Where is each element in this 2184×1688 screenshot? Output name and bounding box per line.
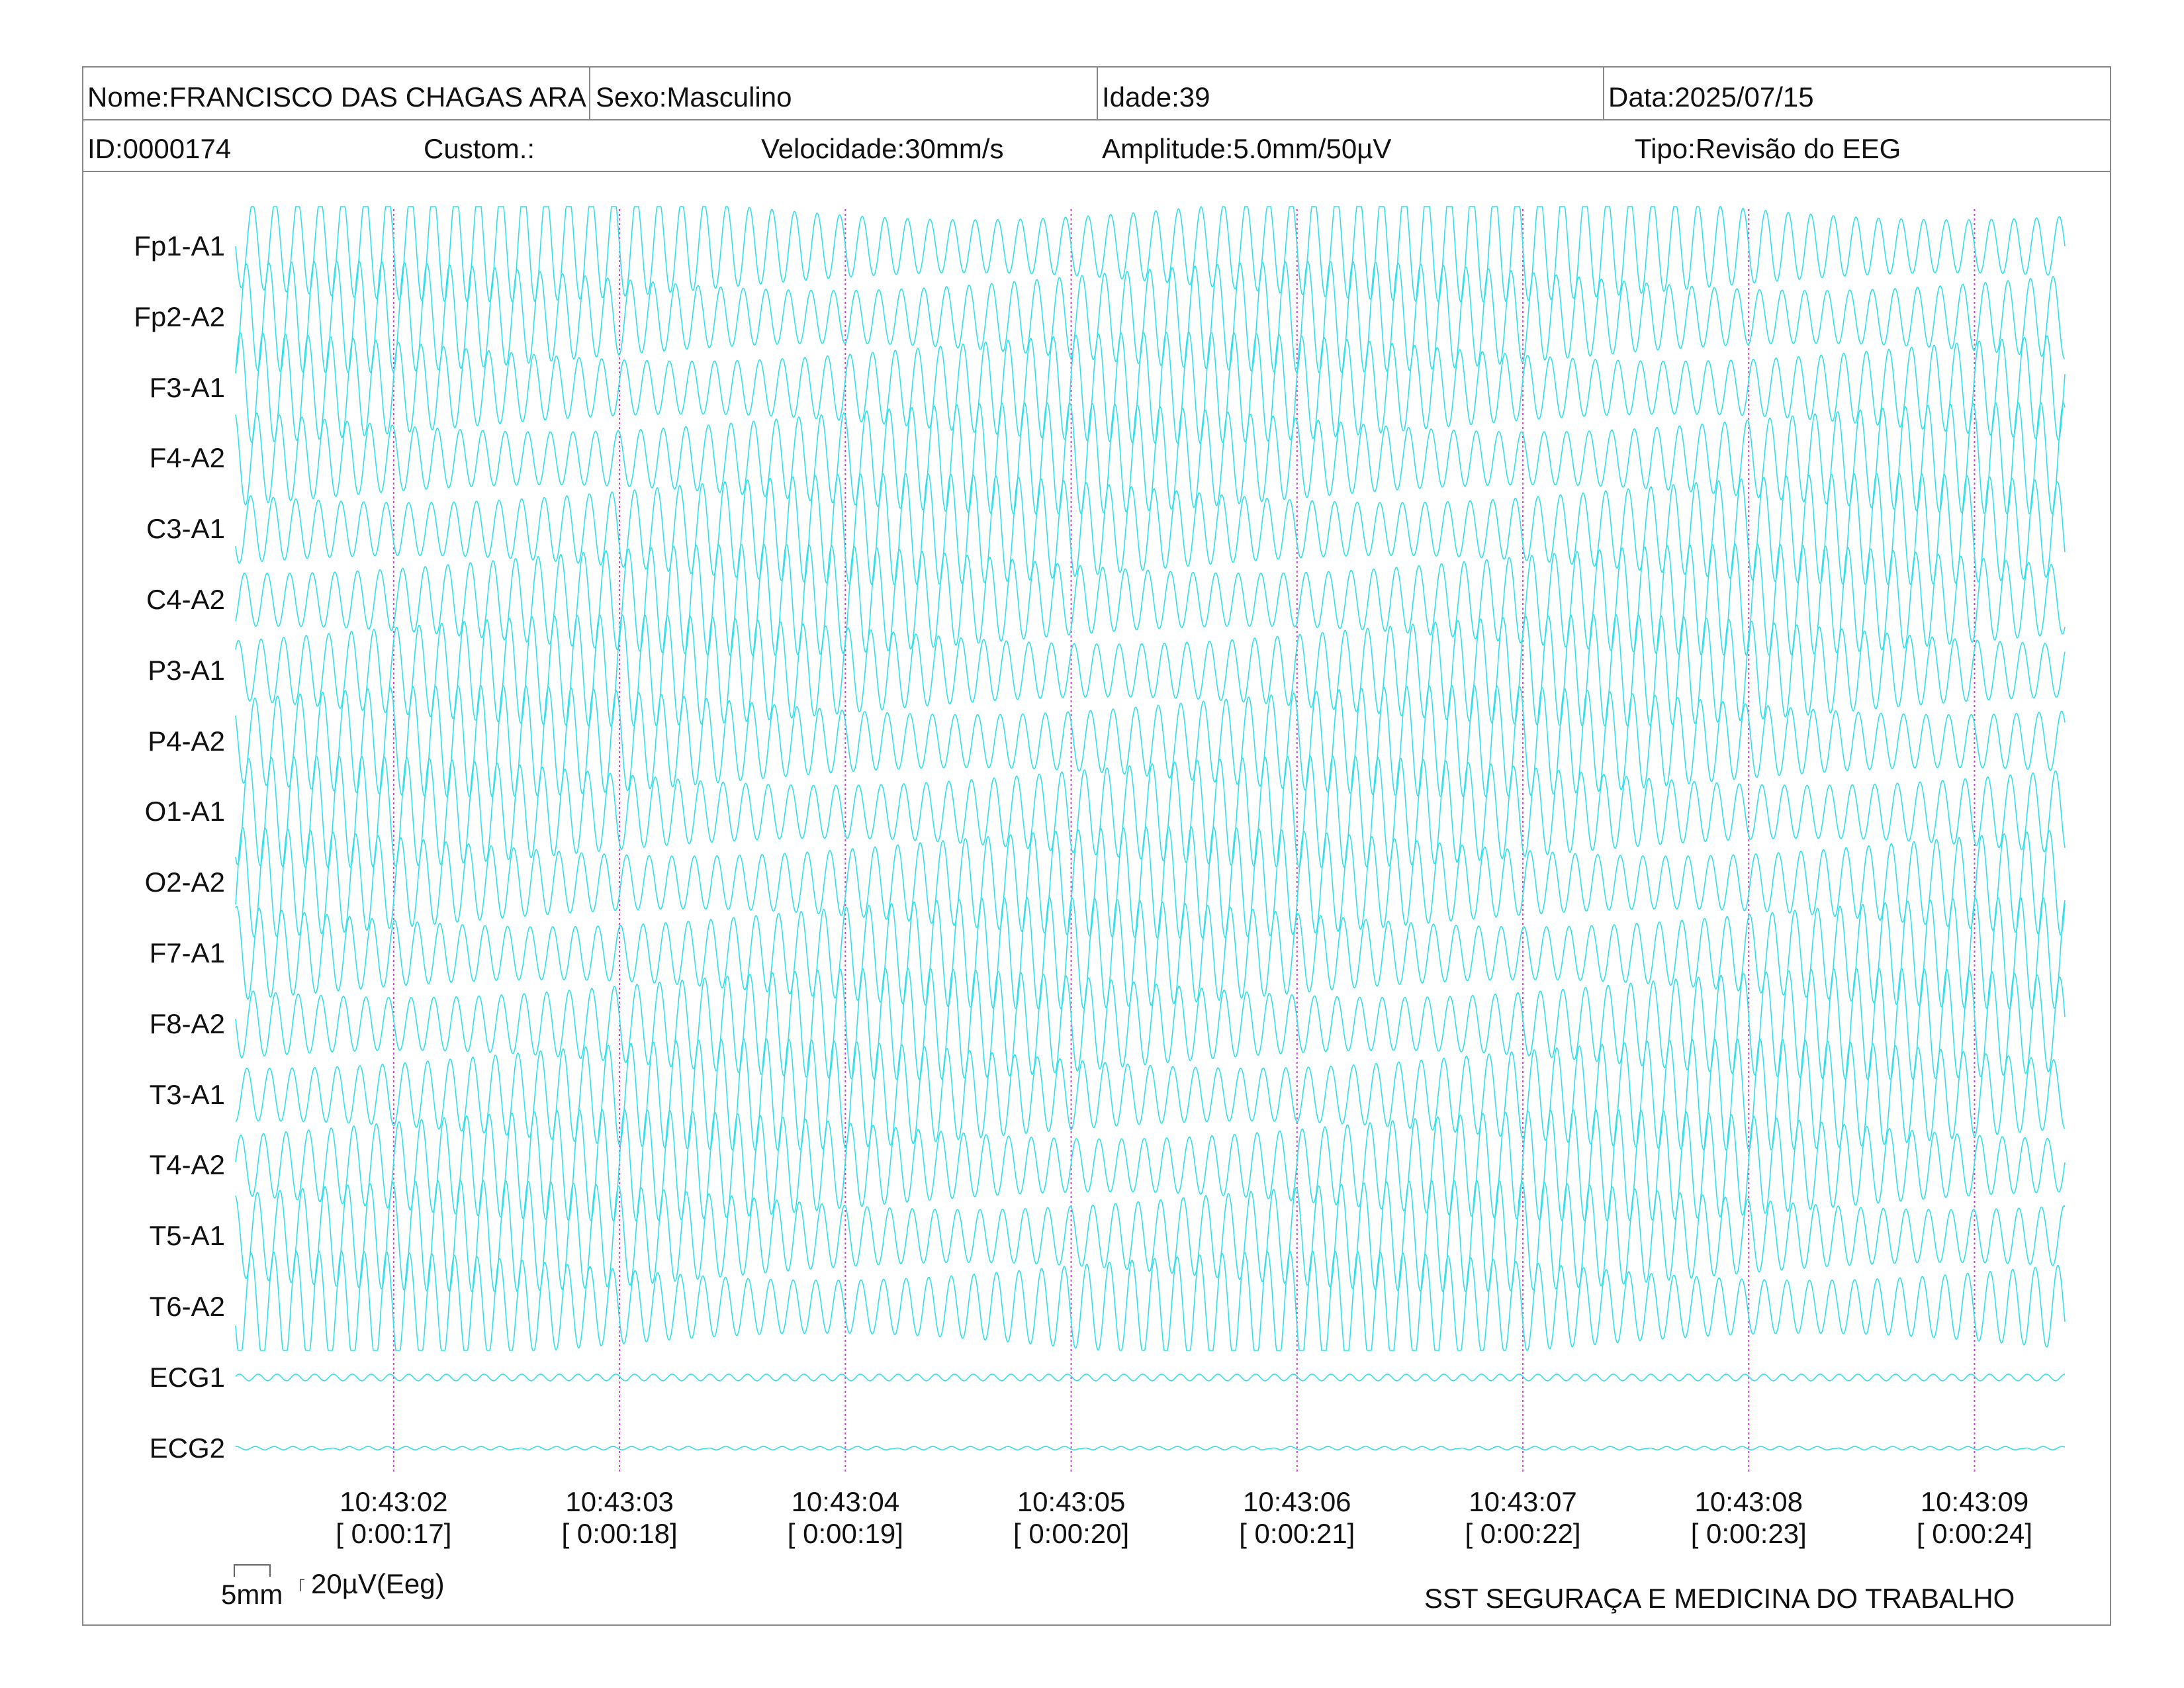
trace-f8-a2 (235, 967, 2066, 1081)
trace-t4-a2 (235, 1108, 2066, 1222)
patient-sex: Sexo:Masculino (596, 81, 792, 113)
time-label-clock: 10:43:04 (791, 1486, 900, 1517)
time-label-elapsed: [ 0:00:21] (1239, 1518, 1355, 1549)
trace-f3-a1 (235, 331, 2066, 444)
exam-date: Data:2025/07/15 (1608, 81, 1814, 113)
scale-time-label: 5mm (221, 1579, 283, 1610)
channel-label: T6-A2 (149, 1291, 225, 1322)
channel-label: F4-A2 (149, 442, 225, 474)
trace-c3-a1 (235, 473, 2066, 586)
time-label-clock: 10:43:06 (1243, 1486, 1351, 1517)
channel-label: T3-A1 (149, 1078, 225, 1110)
channel-label: C4-A2 (146, 584, 225, 615)
channel-label: F7-A1 (149, 937, 225, 968)
channel-label: Fp2-A2 (134, 301, 225, 332)
trace-ecg1 (235, 1373, 2066, 1382)
paper-speed: Velocidade:30mm/s (761, 133, 1004, 164)
trace-o1-a1 (235, 755, 2066, 868)
scale-bar (234, 1564, 304, 1591)
channel-label: F8-A2 (149, 1008, 225, 1039)
channel-label: C3-A1 (146, 513, 225, 545)
time-label-elapsed: [ 0:00:19] (787, 1518, 903, 1549)
trace-c4-a2 (235, 543, 2066, 657)
channel-label: P3-A1 (148, 654, 225, 686)
custom-field: Custom.: (424, 133, 535, 164)
channel-label: ECG2 (149, 1432, 225, 1464)
amplitude-setting: Amplitude:5.0mm/50µV (1102, 133, 1392, 164)
header-divider-2 (82, 171, 2111, 172)
scale-amplitude-label: 20µV(Eeg) (311, 1568, 445, 1599)
channel-label: O2-A2 (144, 867, 225, 898)
trace-p4-a2 (235, 684, 2066, 798)
time-label-elapsed: [ 0:00:23] (1690, 1518, 1807, 1549)
channel-label: Fp1-A1 (134, 230, 225, 261)
patient-age: Idade:39 (1102, 81, 1210, 113)
header-divider-1 (82, 119, 2111, 120)
trace-t3-a1 (235, 1038, 2066, 1152)
time-label-elapsed: [ 0:00:22] (1465, 1518, 1581, 1549)
time-label-clock: 10:43:03 (565, 1486, 674, 1517)
header-col-divider (1097, 66, 1098, 119)
time-label-elapsed: [ 0:00:24] (1916, 1518, 2033, 1549)
patient-id: ID:0000174 (87, 133, 232, 164)
header-col-divider (1603, 66, 1604, 119)
time-label-elapsed: [ 0:00:18] (561, 1518, 678, 1549)
trace-ecg2 (235, 1446, 2066, 1451)
channel-label: T5-A1 (149, 1220, 225, 1252)
trace-f7-a1 (235, 896, 2066, 1010)
channel-label: O1-A1 (144, 796, 225, 827)
time-label-clock: 10:43:07 (1469, 1486, 1577, 1517)
channel-label: ECG1 (149, 1361, 225, 1393)
exam-type: Tipo:Revisão do EEG (1635, 133, 1901, 164)
time-label-elapsed: [ 0:00:17] (336, 1518, 452, 1549)
time-label-clock: 10:43:02 (340, 1486, 448, 1517)
time-label-clock: 10:43:09 (1920, 1486, 2029, 1517)
trace-o2-a2 (235, 825, 2066, 939)
time-label-clock: 10:43:05 (1017, 1486, 1126, 1517)
company-name: SST SEGURAÇA E MEDICINA DO TRABALHO (1424, 1583, 2015, 1614)
channel-label: P4-A2 (148, 725, 225, 757)
trace-p3-a1 (235, 614, 2066, 727)
channel-label: F3-A1 (149, 371, 225, 403)
time-label-clock: 10:43:08 (1694, 1486, 1803, 1517)
time-label-elapsed: [ 0:00:20] (1013, 1518, 1130, 1549)
header-col-divider (589, 66, 590, 119)
patient-name: Nome:FRANCISCO DAS CHAGAS ARA (87, 81, 586, 113)
trace-fp1-a1 (235, 206, 2066, 303)
trace-fp2-a2 (235, 260, 2066, 374)
trace-t6-a2 (235, 1250, 2066, 1351)
channel-label: T4-A2 (149, 1149, 225, 1181)
trace-f4-a2 (235, 402, 2066, 515)
